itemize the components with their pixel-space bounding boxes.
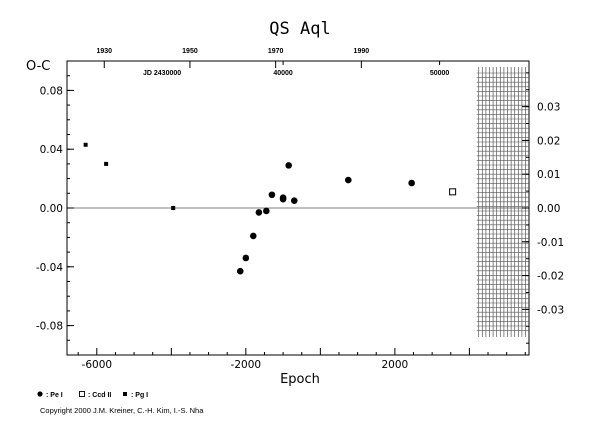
data-point-pg-i [104, 161, 109, 166]
axis-ticks [67, 60, 529, 356]
data-point-pe-i [285, 162, 292, 169]
y-tick-label: 0.04 [40, 144, 64, 156]
data-point-pe-i [236, 267, 244, 275]
x-tick-label: -6000 [82, 359, 113, 371]
data-point-pe-i [268, 191, 276, 199]
data-point-pe-i [290, 197, 298, 204]
data-point-pg-i [171, 206, 176, 210]
x-axis-label: Epoch [280, 372, 320, 387]
legend-label: : Pe I [46, 392, 63, 399]
top-year-label: 1970 [268, 48, 284, 55]
data-point-pe-i [255, 209, 263, 216]
data-point-pe-i [344, 176, 352, 184]
right-y-tick-label: -0.03 [537, 304, 564, 316]
data-point-pe-i [279, 194, 287, 202]
right-y-tick-label: 0.03 [537, 102, 560, 114]
top-year-label: 1950 [182, 48, 198, 55]
right-y-tick-label: 0.02 [537, 135, 560, 147]
copyright: Copyright 2000 J.M. Kreiner, C.-H. Kim, … [40, 406, 204, 415]
jd-label: JD 2430000 [143, 70, 181, 77]
legend-marker-pg-i [123, 392, 127, 396]
y-axis-label: O-C [26, 59, 50, 74]
top-jd-label: 50000 [430, 70, 450, 77]
data-point-pg-i [83, 142, 88, 147]
x-tick-label: 2000 [382, 359, 409, 371]
top-year-label: 1930 [96, 48, 112, 55]
right-y-tick-label: 0.00 [537, 203, 560, 215]
data-point-pe-i [408, 179, 415, 187]
legend-marker-ccd-ii [79, 391, 85, 397]
legend-marker-pe-i [37, 391, 43, 397]
top-year-label: 1990 [354, 48, 370, 55]
data-point-pe-i [249, 232, 257, 240]
right-y-tick-label: -0.02 [537, 271, 564, 283]
legend-label: : Ccd II [88, 392, 111, 399]
data-point-pe-i [263, 207, 270, 215]
x-tick-label: -2000 [231, 359, 262, 371]
data-point-ccd-ii [449, 188, 457, 196]
legend: : Pe I : Ccd II : Pg I [37, 391, 148, 399]
y-tick-label: 0.00 [40, 203, 63, 215]
data-points [83, 142, 457, 275]
hatched-region [476, 67, 529, 337]
y-tick-label: -0.08 [36, 321, 63, 333]
y-tick-label: 0.08 [40, 85, 63, 97]
y-tick-label: -0.04 [36, 262, 63, 274]
right-y-tick-label: -0.01 [537, 237, 564, 249]
top-jd-label: 40000 [273, 70, 293, 77]
right-y-tick-label: 0.01 [537, 169, 560, 181]
legend-label: : Pg I [131, 392, 148, 399]
axis-tick-labels: -6000 -2000 2000 0.08 0.04 0.00 -0.04 -0.08 0.03… [36, 48, 564, 371]
chart-title: QS Aql [269, 19, 330, 39]
data-point-pe-i [242, 254, 250, 262]
